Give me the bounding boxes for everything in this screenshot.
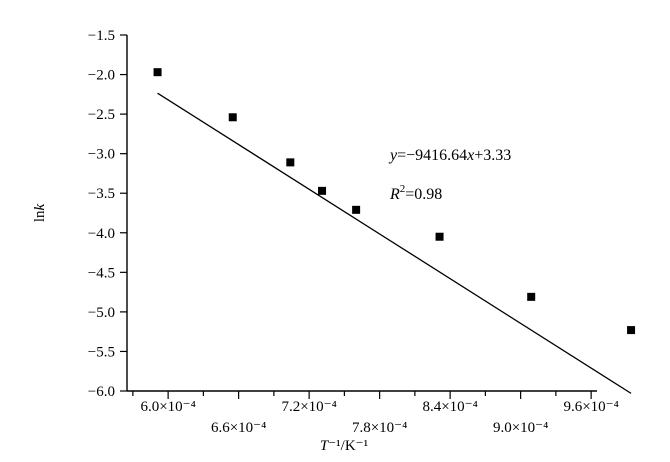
x-title-variable: T [320, 438, 330, 454]
x-tick-label: 7.2×10⁻⁴ [281, 399, 336, 415]
data-point [352, 205, 361, 214]
y-axis-ticks: −6.0 −5.5 −5.0 −4.5 −4.0 −3.5 −3.0 −2.5 −2.0 −1.5 [88, 28, 127, 400]
y-tick-label: −5.0 [88, 305, 115, 321]
y-tick-label: −2.0 [88, 68, 115, 84]
y-tick-label: −1.5 [88, 28, 115, 44]
y-axis-title: lnk [32, 204, 48, 223]
equation-intercept: +3.33 [474, 147, 511, 164]
data-point [228, 113, 237, 122]
plot-area: −6.0 −5.5 −5.0 −4.5 −4.0 −3.5 −3.0 −2.5 −2.0 −1.5… [88, 28, 636, 436]
y-tick-label: −4.0 [88, 226, 115, 242]
y-title-k: k [32, 204, 48, 211]
y-title-ln: ln [32, 210, 48, 222]
equation-slope: =−9416.64 [397, 147, 467, 164]
r-squared-annotation: R2=0.98 [389, 183, 442, 203]
y-tick-label: −3.0 [88, 147, 115, 163]
y-tick-label: −2.5 [88, 107, 115, 123]
x-axis-title: T⁻¹/K⁻¹ [320, 438, 368, 454]
x-tick-label: 8.4×10⁻⁴ [422, 399, 477, 415]
x-tick-label: 6.6×10⁻⁴ [211, 420, 266, 436]
y-tick-label: −4.5 [88, 265, 115, 281]
data-points [153, 68, 636, 335]
x-tick-label: 7.8×10⁻⁴ [352, 420, 407, 436]
data-point [527, 292, 536, 301]
x-tick-label: 9.6×10⁻⁴ [563, 399, 618, 415]
x-title-unit: ⁻¹/K⁻¹ [328, 438, 368, 454]
x-tick-label: 9.0×10⁻⁴ [493, 420, 548, 436]
equation-x-var: x [466, 147, 474, 164]
y-tick-label: −6.0 [88, 384, 115, 400]
r2-symbol: R [389, 186, 400, 203]
regression-line [157, 92, 632, 394]
y-tick-label: −5.5 [88, 344, 115, 360]
x-axis-ticks: 6.0×10⁻⁴ 6.6×10⁻⁴ 7.2×10⁻⁴ 7.8×10⁻⁴ 8.4×10⁻⁴… [132, 391, 619, 436]
regression-equation: y=−9416.64x+3.33 [388, 147, 511, 164]
data-point [318, 186, 327, 195]
data-point [153, 68, 162, 77]
data-point [286, 158, 295, 167]
x-tick-label: 6.0×10⁻⁴ [140, 399, 195, 415]
r2-value: =0.98 [405, 186, 442, 203]
data-point [627, 326, 636, 335]
equation-y-var: y [388, 147, 398, 164]
data-point [435, 232, 444, 241]
y-tick-label: −3.5 [88, 186, 115, 202]
r2-superscript: 2 [400, 183, 406, 195]
